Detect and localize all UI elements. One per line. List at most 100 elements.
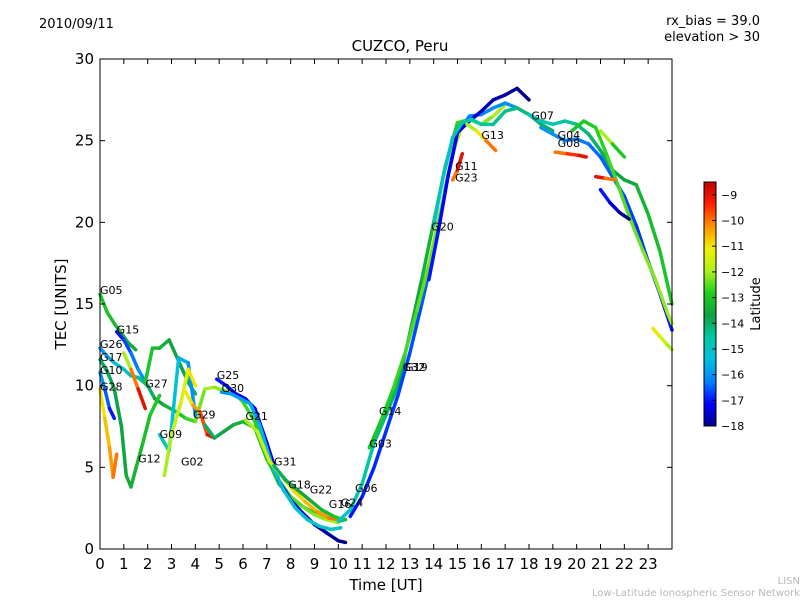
track-segment	[539, 125, 555, 136]
y-tick-label: 30	[75, 50, 94, 68]
track-segment	[491, 93, 507, 102]
satellite-label: G29	[193, 408, 216, 421]
track-segment	[327, 516, 341, 522]
track-segment	[565, 151, 581, 158]
track-segment	[598, 187, 612, 205]
track-segment	[303, 499, 319, 514]
track-segment	[312, 512, 329, 522]
satellite-label: G18	[288, 479, 311, 492]
track-segment	[329, 526, 343, 532]
track-segment	[98, 387, 107, 421]
satellite-label: G19	[405, 361, 428, 374]
track-segment	[300, 504, 317, 517]
colorbar-tick-label: −15	[721, 343, 744, 356]
track-segment	[98, 357, 109, 373]
track-segment	[305, 517, 322, 528]
satellite-label: G23	[455, 172, 478, 185]
track-segment	[315, 509, 331, 520]
satellite-track	[184, 390, 217, 440]
track-segment	[291, 488, 307, 504]
x-tick-label: 9	[310, 555, 320, 573]
track-segment	[122, 351, 133, 372]
track-segment	[284, 478, 300, 492]
x-tick-label: 12	[376, 555, 395, 573]
satellite-track	[122, 351, 148, 411]
track-segment	[479, 106, 495, 117]
x-tick-label: 3	[167, 555, 177, 573]
track-segment	[112, 361, 126, 372]
track-segment	[293, 506, 310, 522]
colorbar-tick-label: −13	[721, 292, 744, 305]
track-segment	[169, 400, 183, 437]
satellite-track	[465, 122, 498, 153]
x-tick-label: 2	[143, 555, 153, 573]
track-segment	[665, 343, 674, 352]
track-segment	[403, 308, 419, 355]
track-segment	[307, 498, 324, 512]
x-tick-label: 16	[472, 555, 491, 573]
track-segment	[296, 488, 312, 502]
track-segment	[658, 334, 669, 347]
satellite-label: G28	[100, 381, 123, 394]
satellite-track	[598, 129, 627, 159]
satellite-label: G13	[481, 129, 504, 142]
track-segment	[224, 383, 238, 396]
track-segment	[103, 387, 112, 411]
rx-bias-label: rx_bias = 39.0	[666, 14, 760, 29]
track-segment	[111, 452, 119, 479]
colorbar-tick-label: −14	[721, 317, 744, 330]
satellite-label: G12	[138, 452, 161, 465]
track-segment	[570, 119, 586, 133]
track-segment	[186, 367, 198, 388]
y-tick-label: 5	[84, 458, 94, 476]
track-segment	[582, 119, 598, 130]
y-tick-label: 15	[75, 295, 94, 313]
satellite-label: G20	[431, 221, 454, 234]
credit-lisn: LISN	[777, 576, 800, 587]
track-segment	[348, 481, 364, 512]
track-segment	[436, 174, 450, 233]
track-segment	[193, 387, 207, 424]
satellite-track	[527, 112, 674, 306]
track-segment	[634, 183, 650, 216]
track-segment	[324, 517, 341, 525]
track-segment	[319, 508, 336, 519]
y-axis-label: TEC [UNITS]	[52, 259, 70, 351]
track-segment	[103, 416, 112, 450]
satellite-label: G32	[403, 361, 426, 374]
satellite-label: G04	[558, 129, 581, 142]
satellite-label: G25	[217, 369, 240, 382]
satellite-label: G26	[100, 338, 123, 351]
colorbar-tick-label: −11	[721, 240, 744, 253]
satellite-track	[593, 174, 617, 182]
satellite-label: G08	[558, 137, 581, 150]
track-segment	[229, 392, 243, 401]
track-segment	[605, 155, 622, 192]
track-segment	[503, 86, 519, 97]
track-segment	[455, 151, 465, 172]
data-layer	[98, 86, 674, 545]
track-segment	[272, 463, 288, 483]
satellite-label: G06	[355, 482, 378, 495]
x-tick-label: 13	[400, 555, 419, 573]
track-segment	[577, 153, 588, 159]
track-segment	[372, 429, 388, 470]
credit-block: LISN Low-Latitude Ionospheric Sensor Net…	[592, 576, 800, 600]
track-segment	[114, 330, 126, 342]
track-segment	[427, 228, 441, 282]
track-segment	[105, 310, 117, 326]
satellite-label: G17	[100, 351, 123, 364]
x-tick-label: 11	[353, 555, 372, 573]
track-segment	[641, 249, 658, 282]
track-segment	[539, 119, 555, 127]
track-segment	[653, 277, 669, 314]
track-segment	[586, 142, 603, 159]
track-segment	[658, 249, 674, 306]
info-box: rx_bias = 39.0 elevation > 30	[664, 14, 760, 46]
track-segment	[598, 155, 615, 179]
x-tick-label: 20	[567, 555, 586, 573]
satellite-label: G21	[245, 410, 268, 423]
track-segment	[646, 212, 662, 254]
track-segment	[379, 387, 395, 422]
